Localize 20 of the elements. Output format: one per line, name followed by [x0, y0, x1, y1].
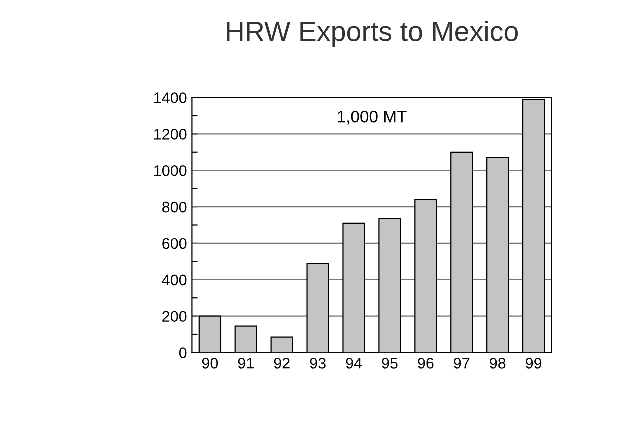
x-tick-label: 98: [490, 358, 506, 369]
x-tick-label: 96: [418, 358, 434, 369]
y-tick-label: 1200: [154, 129, 187, 140]
x-tick-label: 95: [382, 358, 398, 369]
y-tick-label: 600: [162, 238, 187, 250]
x-tick-label: 94: [346, 358, 362, 369]
x-tick-label: 92: [274, 358, 290, 369]
x-tick-label: 99: [526, 358, 542, 369]
x-tick-label: 91: [238, 358, 254, 369]
x-tick-label: 97: [454, 358, 470, 369]
y-tick-label: 800: [162, 202, 187, 213]
chart-title: HRW Exports to Mexico: [227, 21, 518, 47]
y-tick-label: 200: [162, 311, 187, 322]
x-tick-label: 93: [310, 358, 326, 369]
y-tick-label: 1000: [154, 165, 187, 176]
y-tick-label: 400: [162, 274, 187, 286]
y-tick-label: 1400: [154, 92, 187, 104]
x-tick-label: 90: [202, 358, 218, 369]
annotation: 1,000 MT: [338, 110, 407, 125]
y-tick-label: 0: [179, 348, 187, 358]
